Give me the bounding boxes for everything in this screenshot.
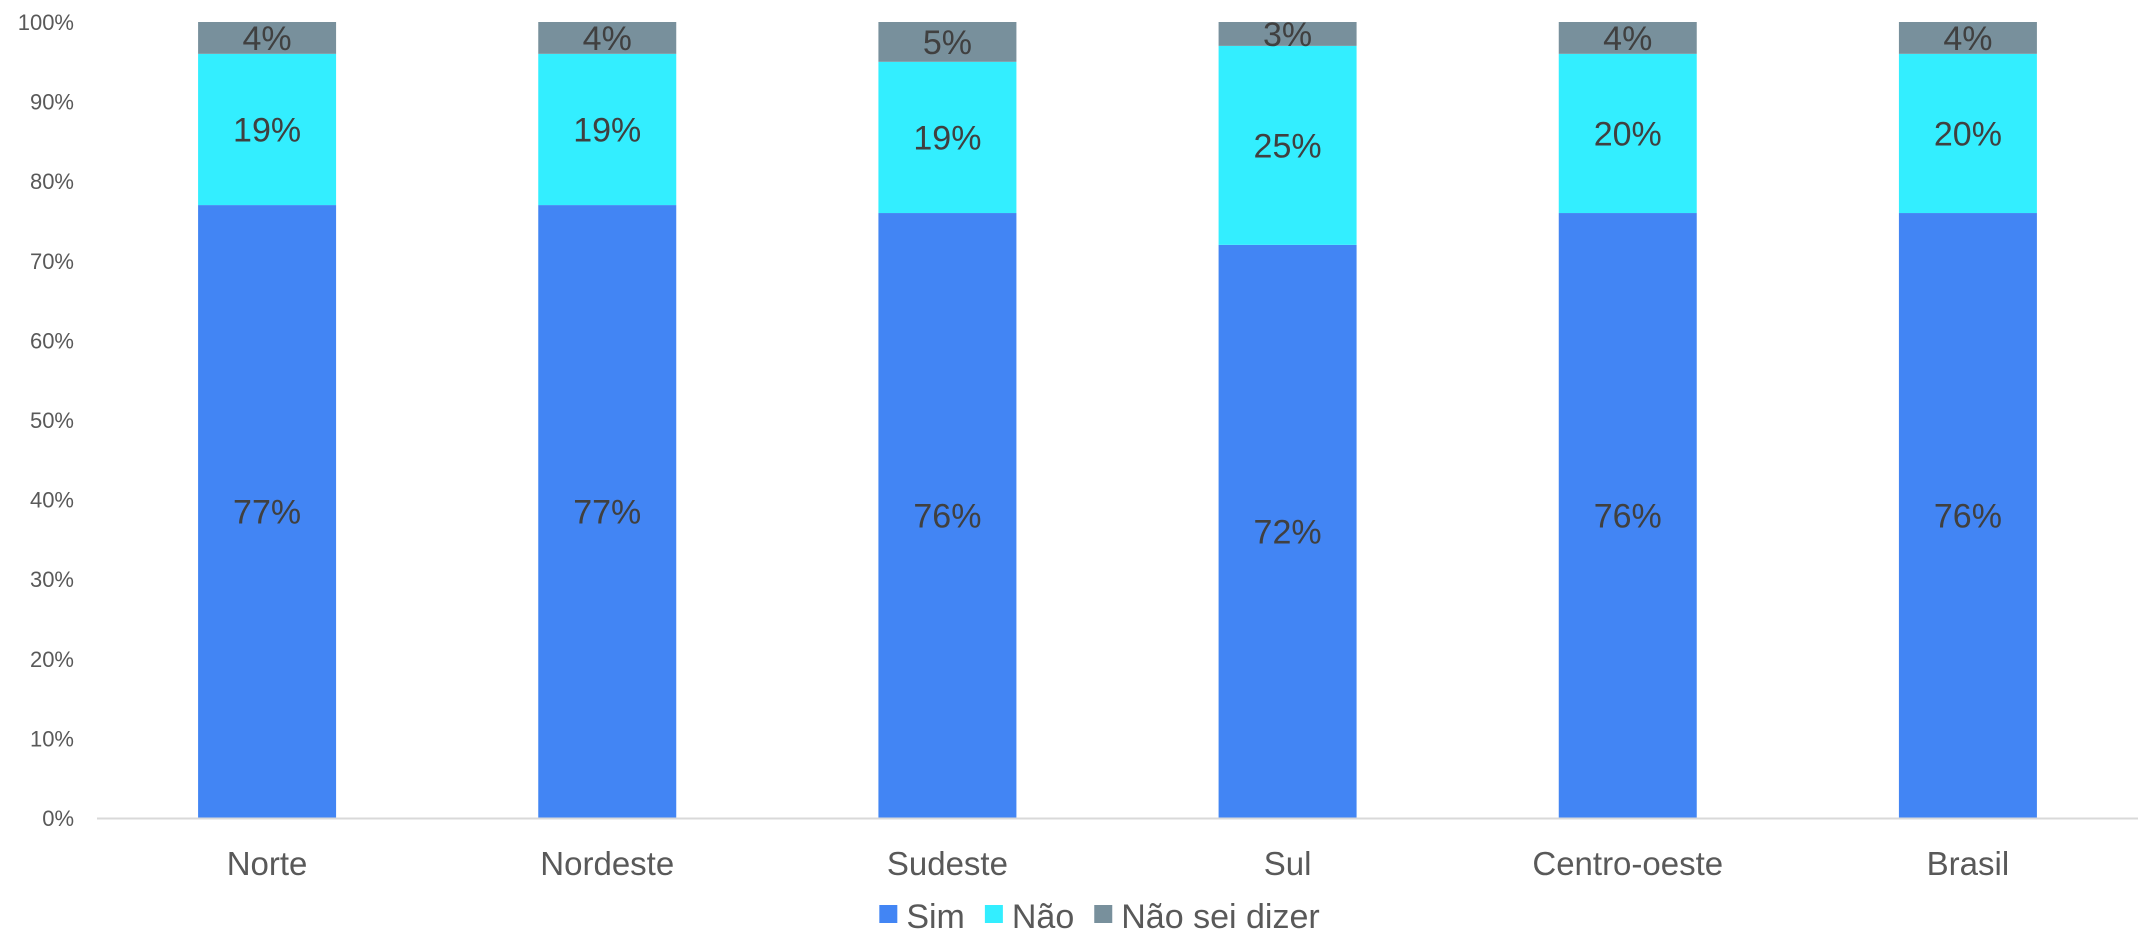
y-tick-label: 80% [30, 169, 74, 194]
data-label: 3% [1263, 16, 1312, 54]
bars: 77% 19% 4% 77% 19% 4% 76% 19% 5% 72% 25% 3% 76% 20% 4%… [198, 16, 2037, 819]
data-label: 25% [1254, 127, 1322, 165]
legend-swatch [879, 905, 898, 923]
data-label: 19% [233, 111, 301, 149]
data-label: 4% [1603, 20, 1652, 58]
data-label: 76% [913, 498, 981, 536]
data-label: 4% [1943, 20, 1992, 58]
x-tick-label: Centro-oeste [1532, 845, 1723, 882]
data-label: 20% [1594, 115, 1662, 153]
y-tick-label: 60% [30, 328, 74, 353]
y-tick-label: 30% [30, 567, 74, 592]
x-axis: Norte Nordeste Sudeste Sul Centro-oeste Brasi… [97, 817, 2138, 882]
bar-segment [1898, 22, 2037, 54]
data-label: 4% [243, 20, 292, 58]
legend: Sim Não Não sei dizer [879, 898, 1320, 936]
bar-segment [1218, 22, 1357, 46]
bar-segment [878, 61, 1017, 214]
bar-segment [878, 213, 1017, 819]
x-tick-label: Sudeste [887, 845, 1008, 882]
y-tick-label: 0% [42, 806, 74, 831]
y-tick-label: 90% [30, 90, 74, 115]
legend-label: Não sei dizer [1121, 898, 1319, 936]
x-tick-label: Norte [227, 845, 308, 882]
bar-segment [538, 22, 677, 54]
data-label: 77% [573, 494, 641, 532]
data-label: 20% [1934, 115, 2002, 153]
y-tick-label: 100% [18, 10, 74, 35]
bar-segment [1898, 53, 2037, 214]
legend-label: Não [1012, 898, 1074, 936]
x-tick-label: Nordeste [540, 845, 674, 882]
bar-segment [538, 205, 677, 818]
data-label: 19% [573, 111, 641, 149]
bar-segment [1898, 213, 2037, 819]
legend-swatch [984, 905, 1003, 923]
bar-segment [198, 205, 337, 818]
bar-segment [1218, 244, 1357, 818]
x-tick-label: Brasil [1927, 845, 2010, 882]
y-tick-label: 20% [30, 647, 74, 672]
y-axis: 0% 10% 20% 30% 40% 50% 60% 70% 80% 90% 100% [18, 10, 74, 831]
data-label: 76% [1934, 498, 2002, 536]
data-label: 19% [913, 119, 981, 157]
data-label: 72% [1254, 513, 1322, 551]
x-tick-label: Sul [1264, 845, 1312, 882]
bar-segment [878, 22, 1017, 62]
data-label: 76% [1594, 498, 1662, 536]
data-label: 5% [923, 24, 972, 62]
data-label: 4% [583, 20, 632, 58]
bar-segment [198, 53, 337, 206]
legend-swatch [1094, 905, 1113, 923]
y-tick-label: 50% [30, 408, 74, 433]
bar-segment [1558, 22, 1697, 54]
bar-segment [538, 53, 677, 206]
bar-segment [1558, 213, 1697, 819]
data-label: 77% [233, 494, 301, 532]
y-tick-label: 70% [30, 249, 74, 274]
bar-segment [1558, 53, 1697, 214]
legend-label: Sim [906, 898, 965, 936]
y-tick-label: 10% [30, 726, 74, 751]
bar-segment [1218, 45, 1357, 245]
y-tick-label: 40% [30, 488, 74, 513]
bar-segment [198, 22, 337, 54]
